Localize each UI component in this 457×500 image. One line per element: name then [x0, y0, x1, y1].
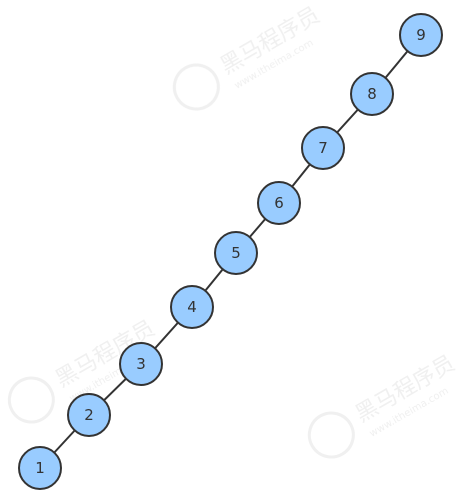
node-circle: [350, 72, 394, 116]
node-circle: [67, 393, 111, 437]
node-2: 2: [67, 393, 111, 437]
watermark-logo-icon: [172, 63, 220, 111]
watermark-logo-icon: [7, 376, 55, 424]
node-label: 4: [187, 298, 197, 316]
node-8: 8: [350, 72, 394, 116]
node-3: 3: [119, 342, 163, 386]
watermark-logo-icon: [307, 411, 355, 459]
node-label: 3: [136, 355, 146, 373]
node-7: 7: [301, 126, 345, 170]
node-6: 6: [257, 181, 301, 225]
node-label: 2: [84, 406, 94, 424]
node-label: 6: [274, 194, 284, 212]
node-circle: [18, 446, 62, 490]
node-label: 5: [231, 244, 241, 262]
nodes-layer: 1 2 3 4 5 6 7 8 9: [18, 13, 443, 490]
node-circle: [214, 231, 258, 275]
node-5: 5: [214, 231, 258, 275]
node-circle: [301, 126, 345, 170]
node-4: 4: [170, 285, 214, 329]
node-circle: [119, 342, 163, 386]
node-circle: [399, 13, 443, 57]
node-circle: [170, 285, 214, 329]
node-label: 1: [35, 459, 45, 477]
node-label: 9: [416, 26, 426, 44]
node-9: 9: [399, 13, 443, 57]
node-label: 7: [318, 139, 328, 157]
node-circle: [257, 181, 301, 225]
node-label: 8: [367, 85, 377, 103]
node-1: 1: [18, 446, 62, 490]
